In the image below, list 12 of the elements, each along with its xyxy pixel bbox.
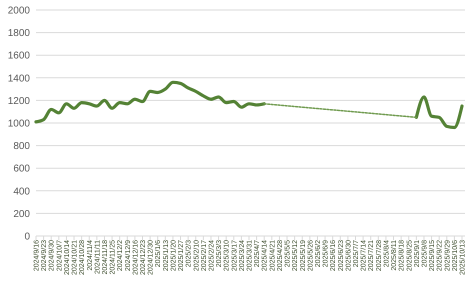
y-tick-label: 800 [13,141,30,152]
y-tick-label: 1000 [8,118,30,130]
y-tick-label: 400 [13,186,30,198]
y-tick-label: 1800 [8,28,30,40]
y-tick-label: 600 [13,164,30,175]
y-tick-label: 0 [24,232,30,242]
line-series [263,103,418,118]
y-tick-label: 1600 [8,50,30,62]
y-tick-label: 2000 [8,6,30,16]
y-tick-label: 1400 [8,73,30,84]
y-tick-label: 1200 [8,96,30,107]
y-tick-label: 200 [13,208,30,220]
